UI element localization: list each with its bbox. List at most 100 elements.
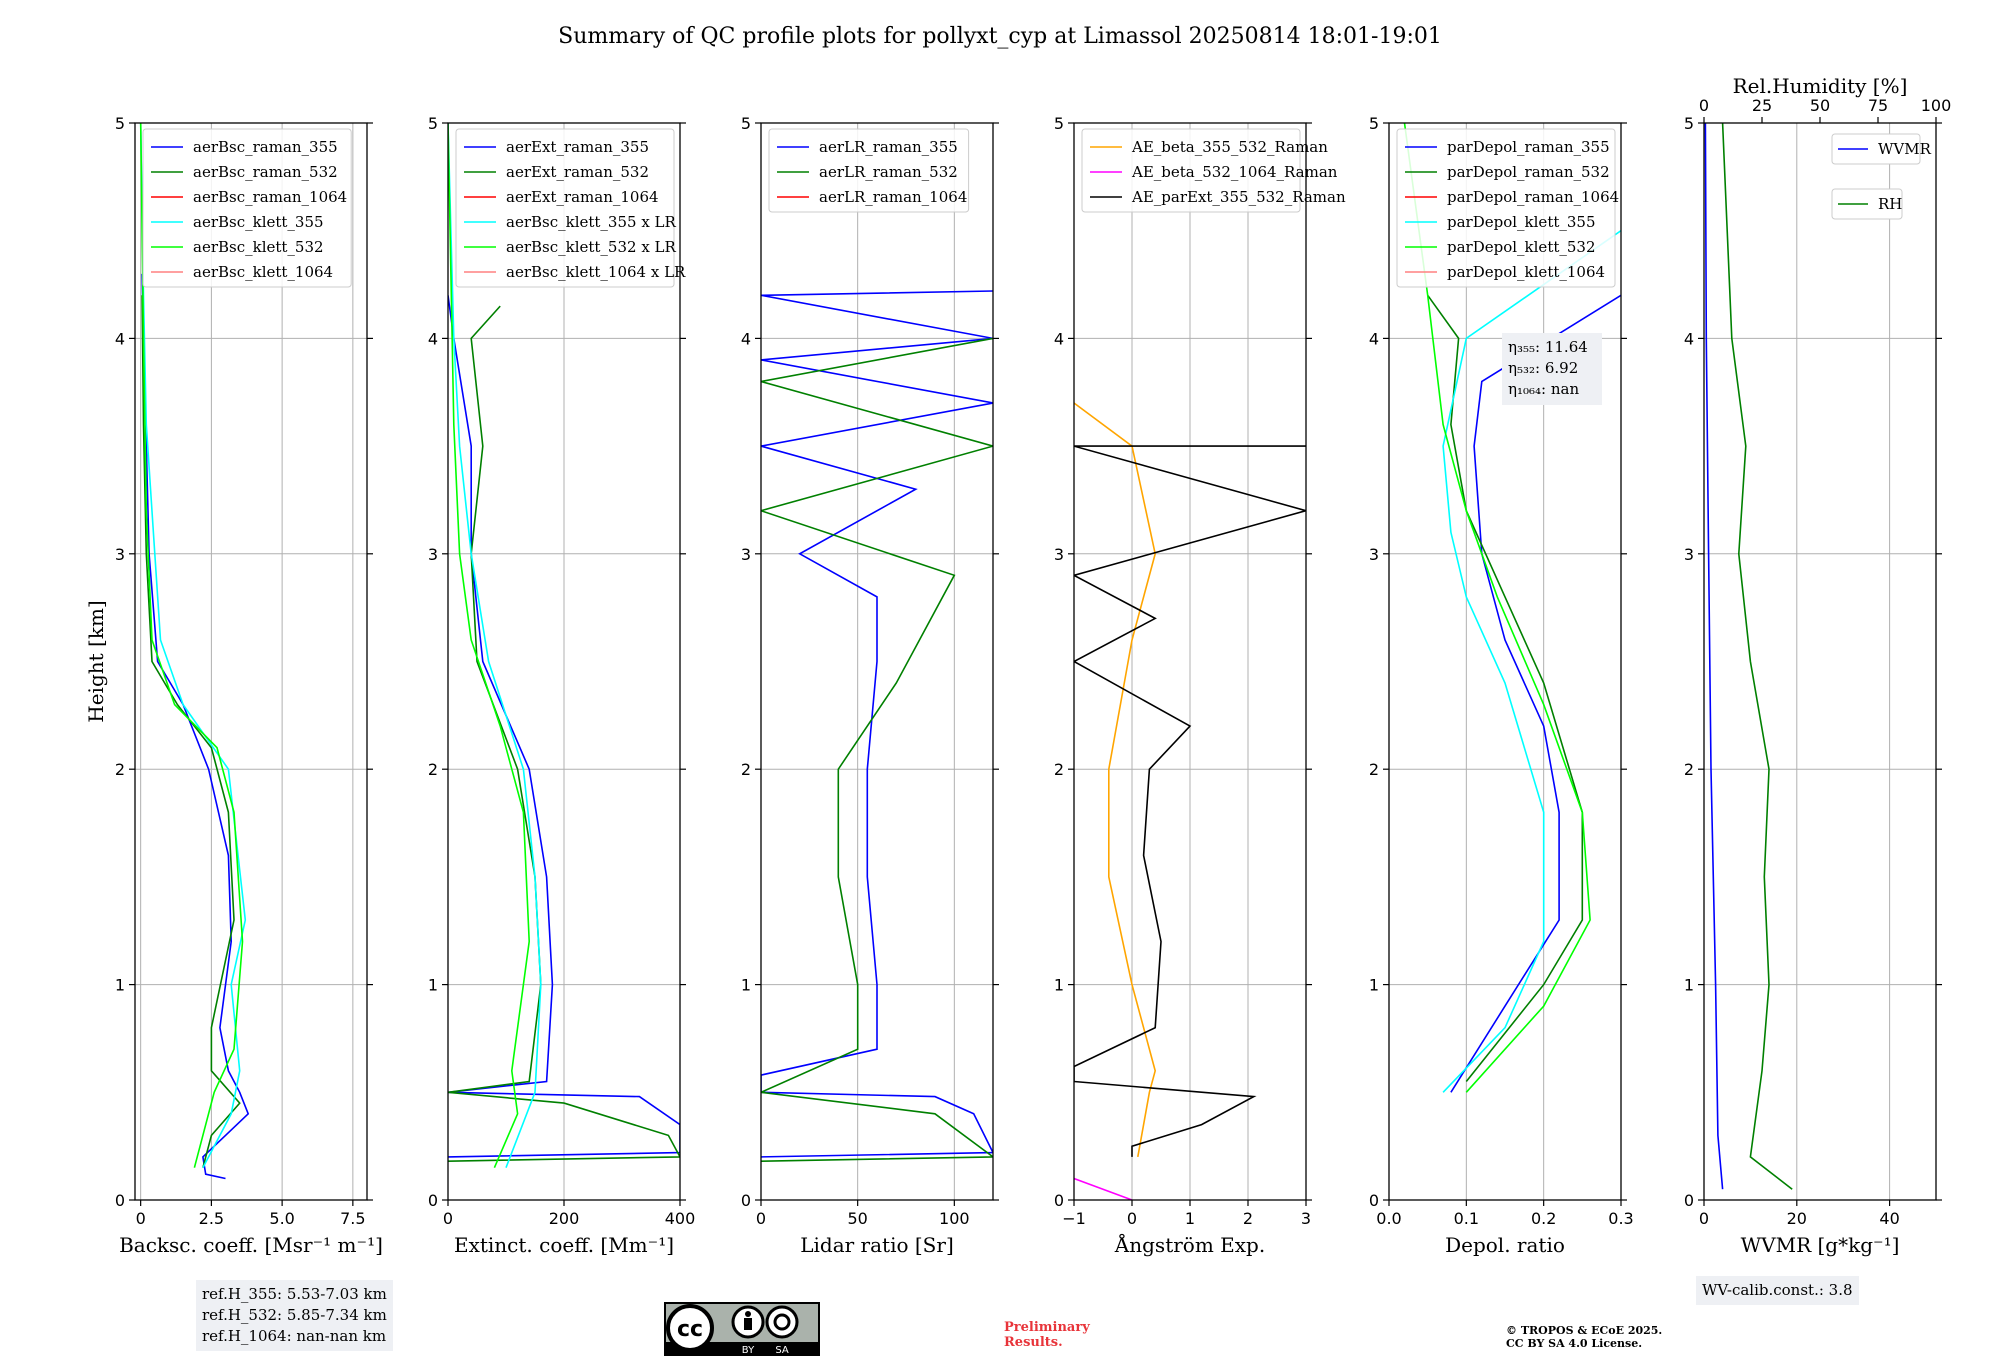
- legend-label-AE_beta_532_1064_Raman: AE_beta_532_1064_Raman: [1131, 163, 1338, 181]
- panel-wv: 0 20 40 0 1 2 3 4 5 WVMR [g*kg⁻¹] 0 25 50 75 100 Rel.Hu…: [1684, 74, 1951, 1257]
- preliminary-line-2: Results.: [1004, 1335, 1063, 1350]
- axes-frame: [1703, 122, 1937, 1201]
- legend-label-parDepol_raman_532: parDepol_raman_532: [1447, 163, 1610, 181]
- y-tick-label: 1: [1684, 976, 1694, 995]
- x-tick-label: −1: [1062, 1209, 1086, 1228]
- x-tick-label: 0.2: [1531, 1209, 1556, 1228]
- legend-label-AE_parExt_355_532_Raman: AE_parExt_355_532_Raman: [1131, 188, 1346, 206]
- y-tick-label: 2: [741, 760, 751, 779]
- top-x-tick-label: 100: [1921, 96, 1952, 115]
- axes-frame: [134, 122, 368, 1201]
- wv-calib-box: WV-calib.const.: 3.8: [1696, 1276, 1859, 1305]
- series-aerBsc_klett_532 x LR: [448, 123, 531, 1169]
- preliminary-line-1: Preliminary: [1004, 1320, 1090, 1335]
- y-tick-label: 1: [1369, 976, 1379, 995]
- series-aerLR_raman_355: [761, 290, 993, 1158]
- y-tick-label: 3: [741, 545, 751, 564]
- cc-sa-label: SA: [775, 1345, 789, 1356]
- legend: AE_beta_355_532_Raman AE_beta_532_1064_Ra…: [1081, 128, 1346, 213]
- y-tick-label: 5: [741, 114, 751, 133]
- legend-label-aerBsc_klett_1064: aerBsc_klett_1064: [193, 263, 333, 281]
- y-tick-label: 2: [115, 760, 125, 779]
- y-tick-label: 0: [115, 1191, 125, 1210]
- series-aerLR_raman_532: [761, 337, 993, 1162]
- series-AE_parExt_355_532_Raman: [1074, 445, 1306, 1157]
- x-tick-label: 50: [847, 1209, 867, 1228]
- x-axis-label: Depol. ratio: [1445, 1233, 1565, 1257]
- y-tick-label: 5: [428, 114, 438, 133]
- y-tick-label: 1: [1054, 976, 1064, 995]
- y-tick-label: 2: [1054, 760, 1064, 779]
- eta-label: η₅₃₂: 6.92: [1508, 359, 1578, 377]
- x-tick-label: 0: [1699, 1209, 1709, 1228]
- y-tick-label: 5: [1684, 114, 1694, 133]
- figure-title: Summary of QC profile plots for pollyxt_…: [558, 24, 1442, 49]
- cc-license-icon: cc BY SA: [664, 1302, 820, 1356]
- panel-depol: 0.0 0.1 0.2 0.3 0 1 2 3 4 5 Depol. ratio parDepol_r…: [1369, 114, 1634, 1257]
- x-tick-label: 5.0: [269, 1209, 294, 1228]
- svg-text:cc: cc: [677, 1317, 703, 1342]
- legend-label-aerLR_raman_355: aerLR_raman_355: [819, 138, 958, 156]
- ref-height-1064: ref.H_1064: nan-nan km: [202, 1327, 387, 1345]
- series-aerBsc_klett_532: [139, 123, 244, 1168]
- x-tick-label: 0.3: [1608, 1209, 1633, 1228]
- x-tick-label: 0.0: [1376, 1209, 1401, 1228]
- legend-label-aerBsc_raman_532: aerBsc_raman_532: [193, 163, 338, 181]
- series-AE_beta_355_532_Raman: [1074, 402, 1157, 1158]
- x-tick-label: 0: [756, 1209, 766, 1228]
- x-tick-label: 3: [1301, 1209, 1311, 1228]
- legend-label-aerBsc_klett_355 x LR: aerBsc_klett_355 x LR: [506, 213, 677, 231]
- x-axis-label: WVMR [g*kg⁻¹]: [1741, 1233, 1900, 1257]
- x-tick-label: 100: [939, 1209, 970, 1228]
- y-tick-label: 2: [1369, 760, 1379, 779]
- x-axis-label: Backsc. coeff. [Msr⁻¹ m⁻¹]: [119, 1233, 383, 1257]
- legend: aerBsc_raman_355 aerBsc_raman_532 aerBsc_r…: [142, 128, 352, 288]
- y-tick-label: 3: [1369, 545, 1379, 564]
- top-x-tick-label: 0: [1699, 96, 1709, 115]
- legend-label-aerBsc_raman_1064: aerBsc_raman_1064: [193, 188, 347, 206]
- legend-label: WVMR: [1878, 140, 1932, 158]
- series-WVMR: [1704, 123, 1724, 1190]
- legend-label-aerExt_raman_532: aerExt_raman_532: [506, 163, 649, 181]
- y-tick-label: 1: [741, 976, 751, 995]
- legend-label-parDepol_raman_355: parDepol_raman_355: [1447, 138, 1610, 156]
- legend-label-parDepol_raman_1064: parDepol_raman_1064: [1447, 188, 1619, 206]
- legend: aerExt_raman_355 aerExt_raman_532 aerExt_r…: [455, 128, 686, 288]
- legend-RH: RH: [1831, 188, 1903, 220]
- x-tick-label: 0.1: [1454, 1209, 1479, 1228]
- copyright-line-2: CC BY SA 4.0 License.: [1506, 1337, 1643, 1350]
- series-parDepol_klett_355: [1442, 230, 1621, 1093]
- legend-box: [768, 128, 970, 213]
- legend-box: [1396, 128, 1616, 288]
- legend: parDepol_raman_355 parDepol_raman_532 parD…: [1396, 128, 1619, 288]
- x-tick-label: 20: [1787, 1209, 1807, 1228]
- x-tick-label: 2.5: [199, 1209, 224, 1228]
- y-tick-label: 4: [1369, 329, 1379, 348]
- x-axis-label: Lidar ratio [Sr]: [800, 1233, 954, 1257]
- x-tick-label: 0: [443, 1209, 453, 1228]
- series-RH: [1721, 123, 1793, 1190]
- eta-box: [1502, 333, 1602, 405]
- legend-label: RH: [1878, 195, 1902, 213]
- y-tick-label: 5: [115, 114, 125, 133]
- y-tick-label: 5: [1369, 114, 1379, 133]
- legend-box: [1081, 128, 1301, 213]
- y-tick-label: 1: [428, 976, 438, 995]
- legend-box: [455, 128, 675, 288]
- panel-bsc: 0 2.5 5.0 7.5 0 1 2 3 4 5 Backsc. coeff. [Msr⁻¹ m⁻…: [115, 114, 383, 1257]
- y-tick-label: 1: [115, 976, 125, 995]
- axes-frame: [1388, 122, 1622, 1201]
- legend-label-aerExt_raman_1064: aerExt_raman_1064: [506, 188, 659, 206]
- legend-label-AE_beta_355_532_Raman: AE_beta_355_532_Raman: [1131, 138, 1328, 156]
- y-tick-label: 5: [1054, 114, 1064, 133]
- copyright-line-1: © TROPOS & ECoE 2025.: [1506, 1324, 1663, 1337]
- legend-label-aerBsc_klett_1064 x LR: aerBsc_klett_1064 x LR: [506, 263, 686, 281]
- legend-label-aerExt_raman_355: aerExt_raman_355: [506, 138, 649, 156]
- axes-frame: [760, 122, 994, 1201]
- legend-label-aerBsc_klett_355: aerBsc_klett_355: [193, 213, 324, 231]
- x-tick-label: 1: [1185, 1209, 1195, 1228]
- legend: aerLR_raman_355 aerLR_raman_532 aerLR_rama…: [768, 128, 970, 213]
- series-parDepol_raman_532: [1427, 294, 1584, 1082]
- eta-annotation: η₃₅₅: 11.64 η₅₃₂: 6.92 η₁₀₆₄: nan: [1502, 333, 1602, 405]
